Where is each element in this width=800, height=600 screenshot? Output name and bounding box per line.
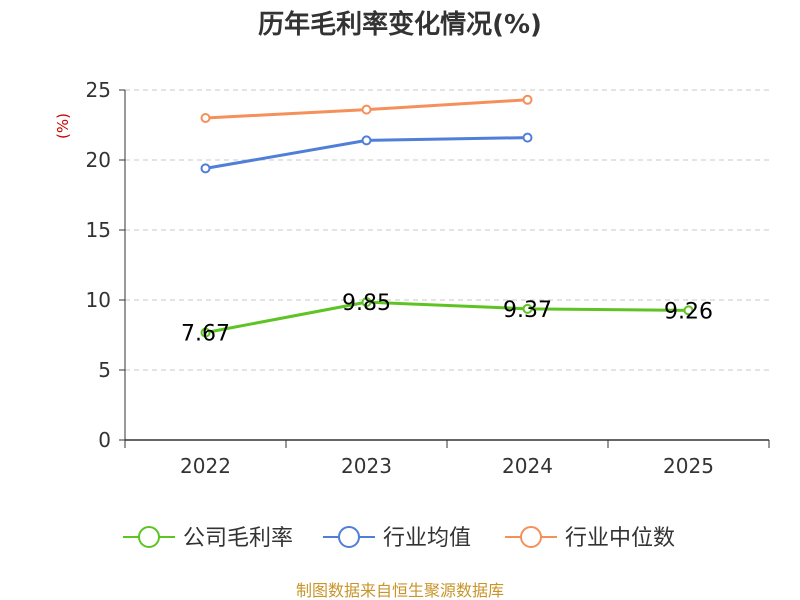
x-tick-label: 2025 <box>663 454 714 478</box>
legend-marker <box>520 526 542 548</box>
legend-marker <box>338 526 360 548</box>
data-label: 9.37 <box>503 298 552 323</box>
legend-label: 行业均值 <box>383 526 471 551</box>
y-tick-label: 20 <box>86 148 111 172</box>
data-labels: 7.67 9.85 9.37 9.26 <box>181 291 713 347</box>
data-point <box>522 94 533 105</box>
data-point <box>522 303 533 314</box>
y-tick-label: 0 <box>98 428 111 452</box>
legend-marker <box>138 526 160 548</box>
data-point <box>361 135 372 146</box>
data-point <box>361 297 372 308</box>
series-group <box>200 94 694 338</box>
data-point <box>361 104 372 115</box>
legend-label: 公司毛利率 <box>183 526 293 551</box>
y-axis-label: (%) <box>54 113 72 139</box>
source-note: 制图数据来自恒生聚源数据库 <box>296 581 504 600</box>
x-tick-label: 2023 <box>341 454 392 478</box>
legend-item: 行业中位数 <box>505 526 675 551</box>
data-point <box>200 163 211 174</box>
y-tick-label: 25 <box>86 78 111 102</box>
series-line-1 <box>205 300 689 335</box>
y-tick-label: 10 <box>86 288 111 312</box>
x-tick-label: 2022 <box>180 454 231 478</box>
y-tick-label: 5 <box>98 358 111 382</box>
legend-item: 公司毛利率 <box>123 526 293 551</box>
legend: 公司毛利率 行业均值 行业中位数 <box>123 526 675 551</box>
legend-item: 行业均值 <box>323 526 471 551</box>
data-point <box>522 132 533 143</box>
chart-title: 历年毛利率变化情况(%) <box>258 9 542 40</box>
data-label: 9.26 <box>664 299 713 324</box>
data-label: 7.67 <box>181 322 230 347</box>
x-tick-label: 2024 <box>502 454 553 478</box>
data-point <box>683 305 694 316</box>
data-point <box>200 113 211 123</box>
data-label: 9.85 <box>342 291 391 316</box>
data-point <box>200 327 211 338</box>
legend-label: 行业中位数 <box>565 526 675 551</box>
y-tick-label: 15 <box>86 218 111 242</box>
